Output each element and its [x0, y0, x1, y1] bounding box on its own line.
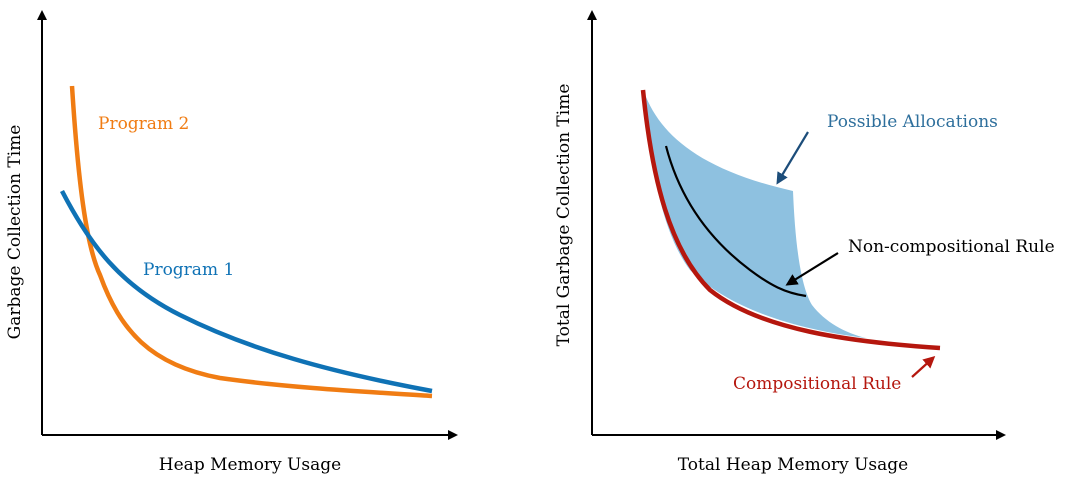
compositional-rule-curve [640, 89, 941, 351]
compositional-label: Compositional Rule [733, 374, 901, 394]
non-compositional-arrow [785, 252, 839, 286]
right-y-axis-label: Total Garbage Collection Time [554, 84, 574, 347]
program-2-curve [69, 85, 433, 399]
program-1-curve [60, 189, 433, 394]
program-1-label: Program 1 [143, 260, 234, 280]
left-x-axis-label: Heap Memory Usage [159, 455, 341, 475]
right-panel: Possible Allocations Non-compositional R… [554, 10, 1055, 475]
compositional-arrow [911, 355, 936, 378]
non-compositional-rule-curve [664, 145, 807, 298]
possible-allocations-arrow [776, 131, 809, 185]
right-x-axis-label: Total Heap Memory Usage [678, 455, 908, 475]
non-compositional-label: Non-compositional Rule [848, 237, 1055, 257]
program-2-label: Program 2 [98, 114, 189, 134]
left-panel: Program 2 Program 1 Heap Memory Usage Ga… [5, 10, 458, 475]
left-y-axis-label: Garbage Collection Time [5, 125, 25, 340]
possible-allocations-label: Possible Allocations [827, 112, 998, 132]
